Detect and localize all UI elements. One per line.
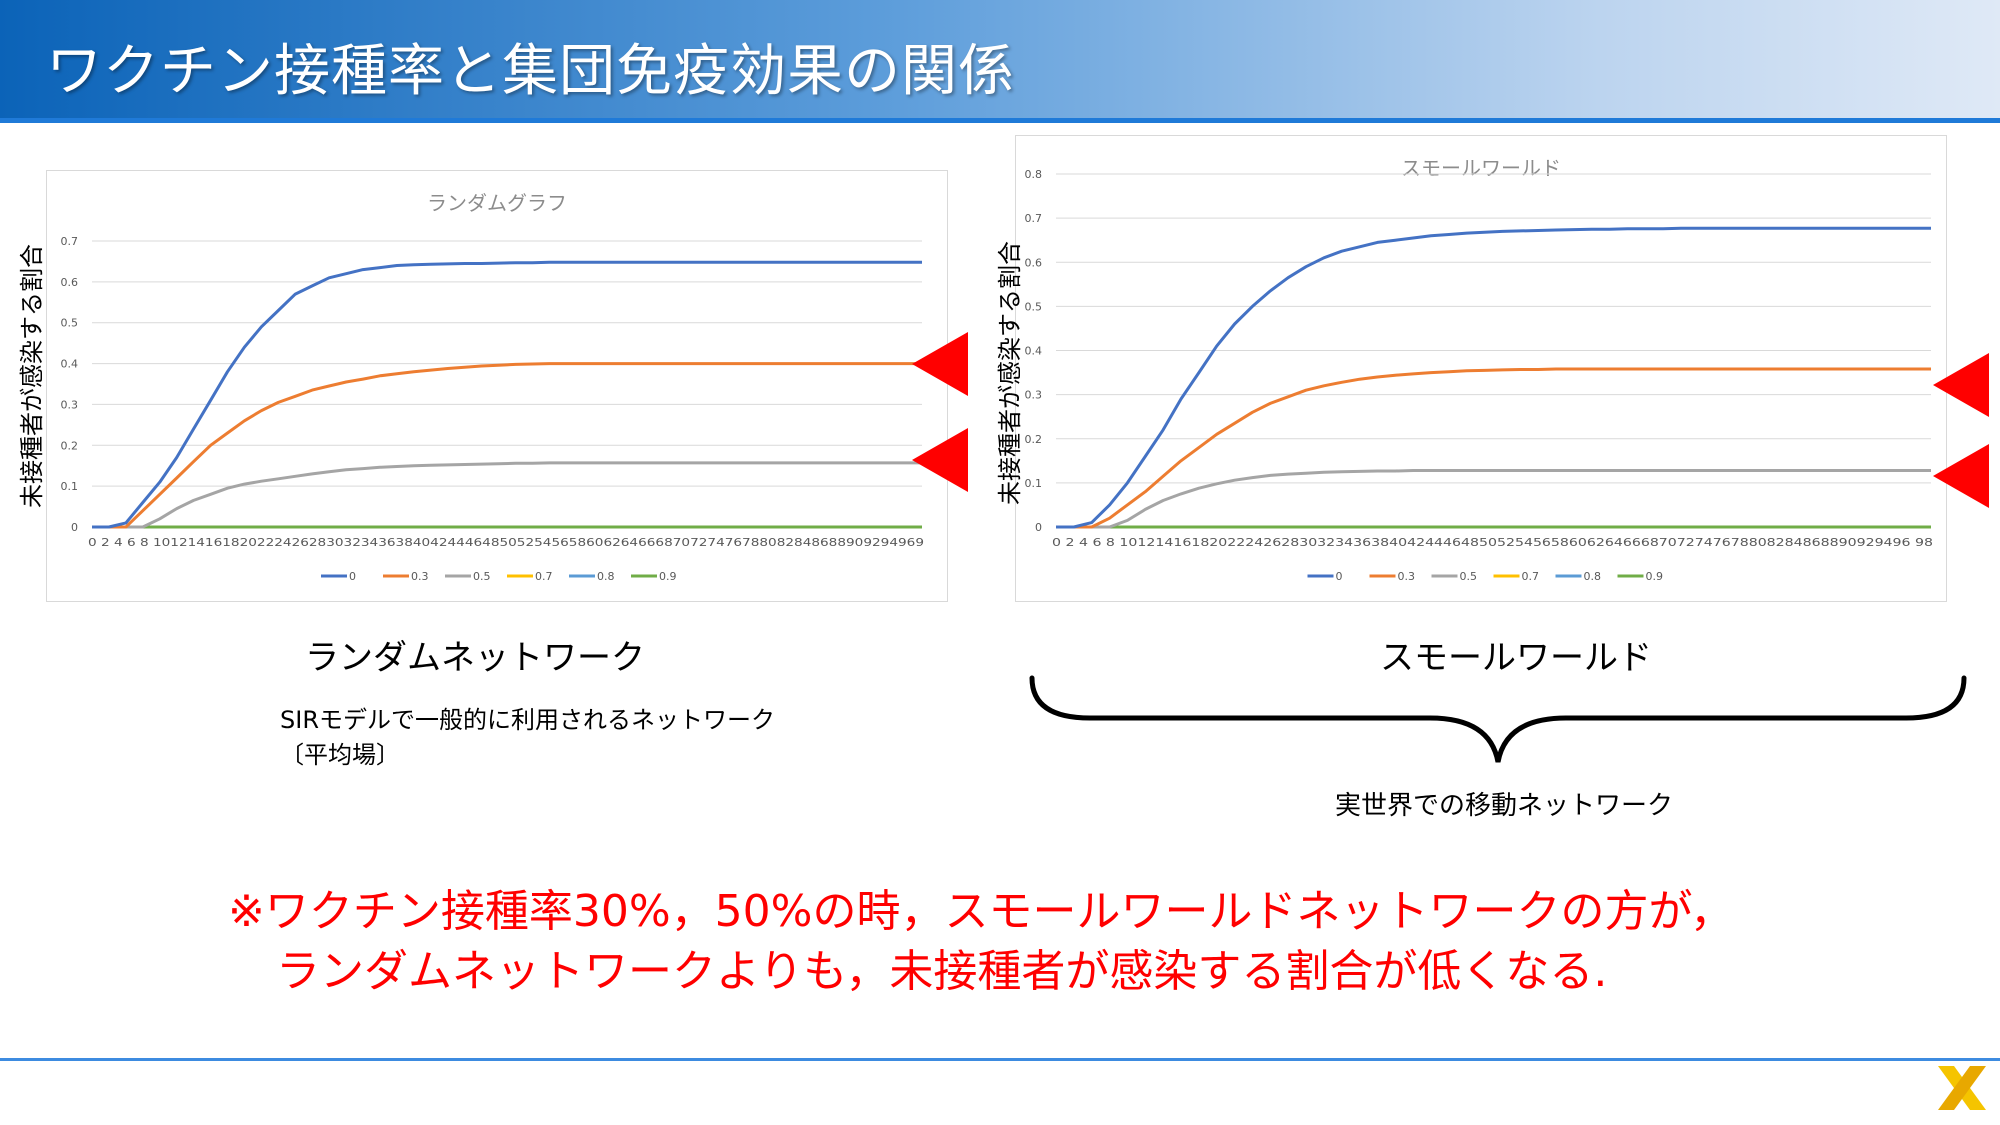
legend-label: 0.5 (473, 570, 491, 583)
y-tick-label: 0.8 (1025, 168, 1043, 181)
chart-title: スモールワールド (1401, 156, 1561, 180)
y-tick-label: 0.5 (1025, 300, 1043, 313)
legend-label: 0 (349, 570, 356, 583)
legend-label: 0.8 (597, 570, 615, 583)
y-tick-label: 0.1 (1025, 477, 1043, 490)
y-tick-label: 0.6 (61, 276, 79, 289)
conclusion-note-line1: ※ワクチン接種率30%，50%の時，スモールワールドネットワークの方が， (228, 886, 1734, 937)
y-tick-label: 0 (1035, 521, 1042, 534)
random-network-description: SIRモデルで一般的に利用されるネットワーク (280, 706, 775, 734)
y-tick-label: 0.2 (1025, 433, 1043, 446)
curly-brace (1029, 675, 1967, 763)
x-tick-labels: 0 2 4 6 8 101214161820222426283032343638… (1052, 536, 1933, 549)
conclusion-note-line2: ランダムネットワークよりも，未接種者が感染する割合が低くなる. (276, 946, 1608, 997)
y-axis-label-left: 未接種者が感染する割合 (18, 244, 46, 508)
y-tick-label: 0.7 (61, 235, 79, 248)
y-tick-label: 0.5 (61, 317, 79, 330)
red-triangle-marker-2 (912, 428, 968, 492)
legend-label: 0.3 (1398, 570, 1416, 583)
x-tick-labels: 0 2 4 6 8 101214161820222426283032343638… (88, 536, 924, 549)
legend-label: 0.8 (1584, 570, 1602, 583)
series-line-0 (1056, 226, 1931, 529)
y-tick-label: 0.6 (1025, 256, 1043, 269)
series-line-0-3 (1056, 367, 1931, 529)
y-tick-label: 0.4 (1025, 345, 1043, 358)
series-line-0 (92, 260, 922, 529)
y-axis-label-right: 未接種者が感染する割合 (996, 241, 1024, 505)
page-title: ワクチン接種率と集団免疫効果の関係 (46, 39, 1015, 104)
y-tick-label: 0.1 (61, 480, 79, 493)
red-triangle-marker-4 (1933, 444, 1989, 508)
footer-divider (0, 1058, 2000, 1061)
y-tick-label: 0.7 (1025, 212, 1043, 225)
series-line-0-5 (92, 461, 922, 529)
title-bar: ワクチン接種率と集団免疫効果の関係 (0, 0, 2000, 118)
series-line-0-5 (1056, 469, 1931, 529)
legend-label: 0.5 (1460, 570, 1478, 583)
random-network-description-2: 〔平均場〕 (280, 741, 400, 769)
small-world-plot: 0 0.1 0.2 0.3 0.4 0.5 0.6 0.7 0.8 0 2 4 6 8 10121… (1025, 168, 1934, 583)
y-tick-label: 0.2 (61, 439, 79, 452)
chart-title: ランダムグラフ (427, 191, 567, 215)
red-triangle-marker-1 (912, 332, 968, 396)
series-line-0-3 (92, 362, 922, 529)
y-tick-label: 0.3 (61, 398, 79, 411)
legend-label: 0 (1336, 570, 1343, 583)
red-triangle-marker-3 (1933, 353, 1989, 417)
small-world-description: 実世界での移動ネットワーク (1335, 791, 1674, 821)
small-world-chart: スモールワールド 0 0.1 0.2 0.3 0.4 0.5 0.6 0.7 0.8 0 2 4 … (1015, 135, 1947, 602)
random-graph-chart: ランダムグラフ 0 0.1 0.2 0.3 0.4 0.5 0.6 0.7 0 2 4 6 8 … (46, 170, 948, 602)
legend-label: 0.7 (1522, 570, 1540, 583)
legend-label: 0.3 (411, 570, 429, 583)
y-tick-label: 0.4 (61, 358, 79, 371)
x-logo-icon (1938, 1066, 1986, 1110)
legend-label: 0.9 (1646, 570, 1664, 583)
header-divider (0, 118, 2000, 123)
y-tick-label: 0.3 (1025, 389, 1043, 402)
random-network-caption: ランダムネットワーク (305, 638, 645, 678)
y-tick-label: 0 (71, 521, 78, 534)
legend-label: 0.7 (535, 570, 553, 583)
random-graph-plot: 0 0.1 0.2 0.3 0.4 0.5 0.6 0.7 0 2 4 6 8 10121416… (61, 235, 925, 583)
legend-label: 0.9 (659, 570, 677, 583)
small-world-caption: スモールワールド (1380, 638, 1652, 678)
